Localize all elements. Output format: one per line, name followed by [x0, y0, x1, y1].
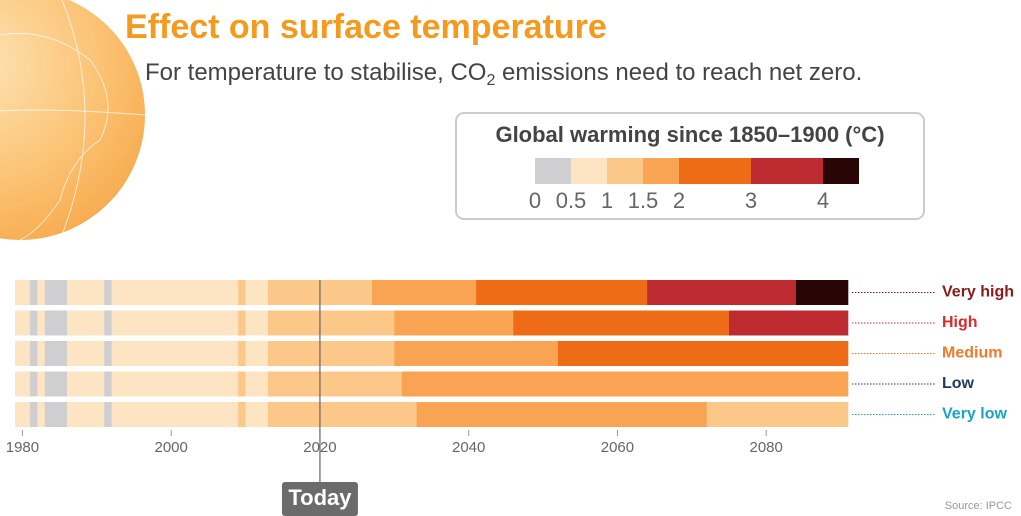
stripe-segment: [245, 310, 269, 336]
stripe-segment: [44, 310, 68, 336]
stripe-segment: [104, 280, 112, 305]
color-bin: [607, 158, 643, 184]
stripe-segment: [476, 280, 648, 305]
color-bin: [751, 158, 823, 184]
today-label: Today: [288, 485, 352, 510]
chart-title: Effect on surface temperature: [125, 8, 607, 46]
stripe-segment: [647, 280, 797, 305]
stripe-segment: [15, 341, 31, 366]
source: Source: IPCC: [945, 500, 1012, 512]
stripe-segment: [513, 310, 730, 336]
stripe-segment: [104, 371, 112, 397]
stripe-segment: [795, 280, 849, 305]
color-tick-label: 1: [601, 188, 613, 213]
stripe-segment: [245, 280, 269, 305]
series-label: Very low: [942, 406, 1007, 423]
stripe-segment: [267, 341, 395, 366]
subtitle-text: emissions need to reach net zero.: [495, 59, 862, 86]
stripe-segment: [15, 280, 31, 305]
x-tick-label: 2040: [452, 439, 485, 456]
chart-subtitle: For temperature to stabilise, CO2 emissi…: [145, 59, 862, 89]
stripe-segment: [557, 341, 849, 366]
stripe-segment: [44, 280, 68, 305]
stripe-segment: [238, 310, 246, 336]
stripe-segment: [37, 310, 46, 336]
color-tick-label: 1.5: [628, 188, 659, 213]
stripe-segment: [267, 402, 417, 427]
stripe-segment: [238, 280, 246, 305]
subtitle-subscript: 2: [486, 72, 495, 89]
stripe-segment: [29, 310, 38, 336]
stripe-segment: [37, 280, 46, 305]
stripe-segment: [245, 402, 269, 427]
stripe-segment: [238, 371, 246, 397]
color-bin: [571, 158, 607, 184]
color-tick-label: 3: [745, 188, 757, 213]
x-tick-label: 1980: [6, 439, 39, 456]
stripe-segment: [394, 341, 559, 366]
series-label: High: [942, 314, 978, 331]
subtitle-text: For temperature to stabilise, CO: [145, 59, 486, 86]
x-tick-label: 2080: [750, 439, 783, 456]
stripe-segment: [15, 371, 31, 397]
color-tick-label: 0: [529, 188, 541, 213]
series-label: Low: [942, 375, 975, 392]
stripe-segment: [111, 280, 239, 305]
stripe-segment: [29, 341, 38, 366]
color-bin: [679, 158, 751, 184]
color-tick-label: 2: [673, 188, 685, 213]
stripe-segment: [67, 402, 105, 427]
stripe-segment: [29, 402, 38, 427]
stripe-segment: [245, 371, 269, 397]
stripe-segment: [238, 341, 246, 366]
stripe-segment: [104, 310, 112, 336]
color-tick-label: 0.5: [556, 188, 587, 213]
stripe-segment: [67, 280, 105, 305]
stripe-segment: [44, 371, 68, 397]
stripe-segment: [104, 402, 112, 427]
stripe-segment: [372, 280, 477, 305]
stripe-segment: [29, 371, 38, 397]
stripe-segment: [416, 402, 707, 427]
stripe-segment: [245, 341, 269, 366]
stripe-segment: [401, 371, 849, 397]
stripe-segment: [729, 310, 849, 336]
color-bin: [823, 158, 859, 184]
stripe-segment: [67, 341, 105, 366]
stripe-segment: [44, 402, 68, 427]
stripe-segment: [706, 402, 849, 427]
stripe-segment: [44, 341, 68, 366]
stripe-segment: [267, 310, 395, 336]
x-tick-label: 2060: [601, 439, 634, 456]
stripe-segment: [111, 402, 239, 427]
stripe-segment: [15, 402, 31, 427]
stripe-segment: [267, 371, 403, 397]
stripe-segment: [37, 341, 46, 366]
stripe-segment: [238, 402, 246, 427]
stripe-segment: [15, 310, 31, 336]
stripe-segment: [67, 371, 105, 397]
today-box: [281, 482, 358, 516]
stripe-segment: [104, 341, 112, 366]
stripe-segment: [111, 310, 239, 336]
color-bin: [643, 158, 679, 184]
stripe-segment: [67, 310, 105, 336]
stripe-segment: [111, 371, 239, 397]
stripe-segment: [111, 341, 239, 366]
stripe-segment: [37, 371, 46, 397]
legend-title: Global warming since 1850–1900 (°C): [495, 122, 884, 147]
color-bin: [535, 158, 571, 184]
stripe-segment: [394, 310, 514, 336]
color-tick-label: 4: [817, 188, 829, 213]
series-label: Medium: [942, 345, 1002, 362]
stripe-segment: [29, 280, 38, 305]
globe-decoration: [0, 0, 146, 241]
x-tick-label: 2000: [155, 439, 188, 456]
series-label: Very high: [942, 284, 1014, 301]
stripe-segment: [37, 402, 46, 427]
